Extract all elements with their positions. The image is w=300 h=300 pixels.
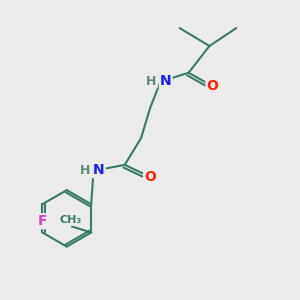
Text: F: F (38, 214, 47, 228)
Text: N: N (93, 163, 105, 177)
Text: O: O (206, 79, 218, 93)
Text: CH₃: CH₃ (59, 215, 82, 225)
Text: H: H (80, 164, 90, 177)
Text: O: O (144, 170, 156, 184)
Text: N: N (160, 74, 172, 88)
Text: H: H (146, 74, 157, 88)
